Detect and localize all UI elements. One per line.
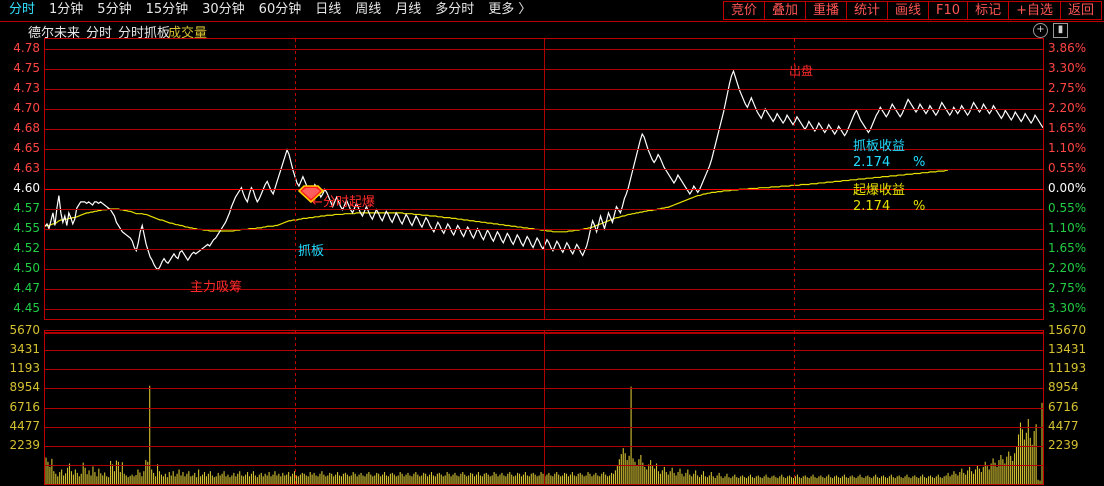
price-session-divider-1 xyxy=(544,39,545,319)
period-tab-2[interactable]: 5分钟 xyxy=(97,2,132,17)
annotation-zhuaban: 抓板 xyxy=(298,244,325,259)
price-session-divider-0 xyxy=(295,39,296,319)
price-axis-right-label-4: 1.65% xyxy=(1048,121,1087,135)
toolbar-button-2[interactable]: 重播 xyxy=(804,1,846,20)
period-tab-5[interactable]: 60分钟 xyxy=(258,2,302,17)
price-axis-left-label-13: 4.45 xyxy=(13,301,40,315)
average-line xyxy=(45,169,948,233)
price-axis-right-label-9: 1.10% xyxy=(1048,221,1087,235)
volume-axis-right: 15670 13431 11193 8954 6716 4477 2239 xyxy=(1046,324,1104,485)
volume-axis-left-label-4: 6716 xyxy=(9,400,40,414)
price-axis-left-label-10: 4.52 xyxy=(13,241,40,255)
annotation-qibao-shouyi-label: 起爆收益 xyxy=(853,183,906,198)
period-tab-10[interactable]: 更多 〉 xyxy=(488,2,532,17)
period-tab-8[interactable]: 月线 xyxy=(395,2,422,17)
volume-axis-left-label-3: 8954 xyxy=(9,380,40,394)
toolbar-button-1[interactable]: 叠加 xyxy=(763,1,805,20)
toolbar-button-0[interactable]: 竞价 xyxy=(722,1,764,20)
price-axis-right-label-1: 3.30% xyxy=(1048,61,1087,75)
annotation-qibao-shouyi-unit: % xyxy=(913,199,926,214)
volume-axis-right-label-1: 13431 xyxy=(1048,342,1087,356)
indicator-label: 分时抓板 xyxy=(118,26,171,41)
price-axis-left-label-1: 4.75 xyxy=(13,61,40,75)
volume-pane[interactable] xyxy=(44,330,1044,485)
period-tab-0[interactable]: 分时 xyxy=(9,2,36,17)
price-axis-left-label-4: 4.68 xyxy=(13,121,40,135)
header-icon-group: + ▮ xyxy=(1033,23,1068,38)
price-axis-right-label-10: 1.65% xyxy=(1048,241,1087,255)
stock-name: 德尔未来 xyxy=(28,26,81,41)
toolbar-button-3[interactable]: 统计 xyxy=(846,1,888,20)
volume-axis-right-label-5: 4477 xyxy=(1048,419,1079,433)
price-axis-left-label-2: 4.73 xyxy=(13,81,40,95)
toolbar-button-6[interactable]: 标记 xyxy=(967,1,1009,20)
price-axis-left-label-7: 4.60 xyxy=(13,181,40,195)
volume-axis-left: 5670 3431 1193 8954 6716 4477 2239 xyxy=(0,324,42,485)
volume-axis-right-label-2: 11193 xyxy=(1048,361,1087,375)
volume-axis-right-label-3: 8954 xyxy=(1048,380,1079,394)
annotation-zhuli-xichou: 主力吸筹 xyxy=(190,280,243,295)
toolbar-button-8[interactable]: 返回 xyxy=(1059,1,1102,20)
volume-session-divider-1 xyxy=(544,331,545,484)
volume-axis-left-label-6: 2239 xyxy=(9,438,40,452)
price-axis-left-label-9: 4.55 xyxy=(13,221,40,235)
volume-axis-left-label-2: 1193 xyxy=(9,361,40,375)
price-axis-right-label-7: 0.00% xyxy=(1048,181,1087,195)
top-toolbar: 分时 1分钟 5分钟 15分钟 30分钟 60分钟 日线 周线 月线 多分时 更多 〉 竞价 叠加 重播… xyxy=(0,0,1104,22)
toolbar-button-7[interactable]: +自选 xyxy=(1008,1,1060,20)
toolbar-button-5[interactable]: F10 xyxy=(928,1,968,20)
price-axis-right-label-3: 2.20% xyxy=(1048,101,1087,115)
price-axis-left-label-0: 4.78 xyxy=(13,41,40,55)
price-pane[interactable] xyxy=(44,38,1044,320)
volume-session-divider-0 xyxy=(295,331,296,484)
period-label: 分时 xyxy=(86,26,113,41)
period-tab-1[interactable]: 1分钟 xyxy=(49,2,84,17)
price-axis-right: 3.86% 3.30% 2.75% 2.20% 1.65% 1.10% 0.55% 0.00%… xyxy=(1046,38,1104,320)
volume-axis-right-label-4: 6716 xyxy=(1048,400,1079,414)
volume-axis-right-label-6: 2239 xyxy=(1048,438,1079,452)
annotation-chupan: 出盘 xyxy=(789,64,814,78)
volume-axis-left-label-1: 3431 xyxy=(9,342,40,356)
price-axis-left: 4.78 4.75 4.73 4.70 4.68 4.65 4.63 4.60 4.57 4.55… xyxy=(0,38,42,320)
price-axis-right-label-2: 2.75% xyxy=(1048,81,1087,95)
annotation-zhuaban-shouyi-value: 2.174 xyxy=(853,155,891,170)
annotation-zhuaban-shouyi-label: 抓板收益 xyxy=(853,139,906,154)
price-axis-left-label-3: 4.70 xyxy=(13,101,40,115)
price-axis-left-label-6: 4.63 xyxy=(13,161,40,175)
period-tab-7[interactable]: 周线 xyxy=(355,2,382,17)
price-axis-left-label-11: 4.50 xyxy=(13,261,40,275)
price-axis-right-label-11: 2.20% xyxy=(1048,261,1087,275)
price-axis-left-label-8: 4.57 xyxy=(13,201,40,215)
chart-header: 德尔未来 分时 分时抓板 成交量 + ▮ xyxy=(0,21,1104,41)
price-axis-right-label-12: 2.75% xyxy=(1048,281,1087,295)
toolbar-buttons: 竞价 叠加 重播 统计 画线 F10 标记 +自选 返回 xyxy=(722,1,1102,20)
price-axis-right-label-5: 1.10% xyxy=(1048,141,1087,155)
price-axis-left-label-12: 4.47 xyxy=(13,281,40,295)
price-axis-right-label-0: 3.86% xyxy=(1048,41,1087,55)
annotation-fenshi-qibao: ←分时起爆 xyxy=(312,195,375,210)
plus-circle-icon[interactable]: + xyxy=(1033,23,1048,38)
period-tab-3[interactable]: 15分钟 xyxy=(145,2,189,17)
toolbar-button-4[interactable]: 画线 xyxy=(887,1,929,20)
panel-icon[interactable]: ▮ xyxy=(1053,23,1068,38)
buy-signal-gem-icon xyxy=(298,185,324,203)
price-axis-right-label-6: 0.55% xyxy=(1048,161,1087,175)
period-tabs: 分时 1分钟 5分钟 15分钟 30分钟 60分钟 日线 周线 月线 多分时 更多 〉 xyxy=(2,0,538,20)
price-axis-left-label-5: 4.65 xyxy=(13,141,40,155)
volume-axis-right-label-0: 15670 xyxy=(1048,323,1087,337)
volume-axis-left-label-5: 4477 xyxy=(9,419,40,433)
period-tab-4[interactable]: 30分钟 xyxy=(202,2,245,17)
price-session-divider-2 xyxy=(794,39,795,319)
volume-label: 成交量 xyxy=(168,26,208,41)
volume-session-divider-2 xyxy=(794,331,795,484)
period-tab-6[interactable]: 日线 xyxy=(315,2,342,17)
volume-axis-left-label-0: 5670 xyxy=(9,323,40,337)
period-tab-9[interactable]: 多分时 xyxy=(435,2,475,17)
annotation-qibao-shouyi-value: 2.174 xyxy=(853,199,891,214)
price-axis-right-label-8: 0.55% xyxy=(1048,201,1087,215)
price-axis-right-label-13: 3.30% xyxy=(1048,301,1087,315)
annotation-zhuaban-shouyi-unit: % xyxy=(913,155,926,170)
